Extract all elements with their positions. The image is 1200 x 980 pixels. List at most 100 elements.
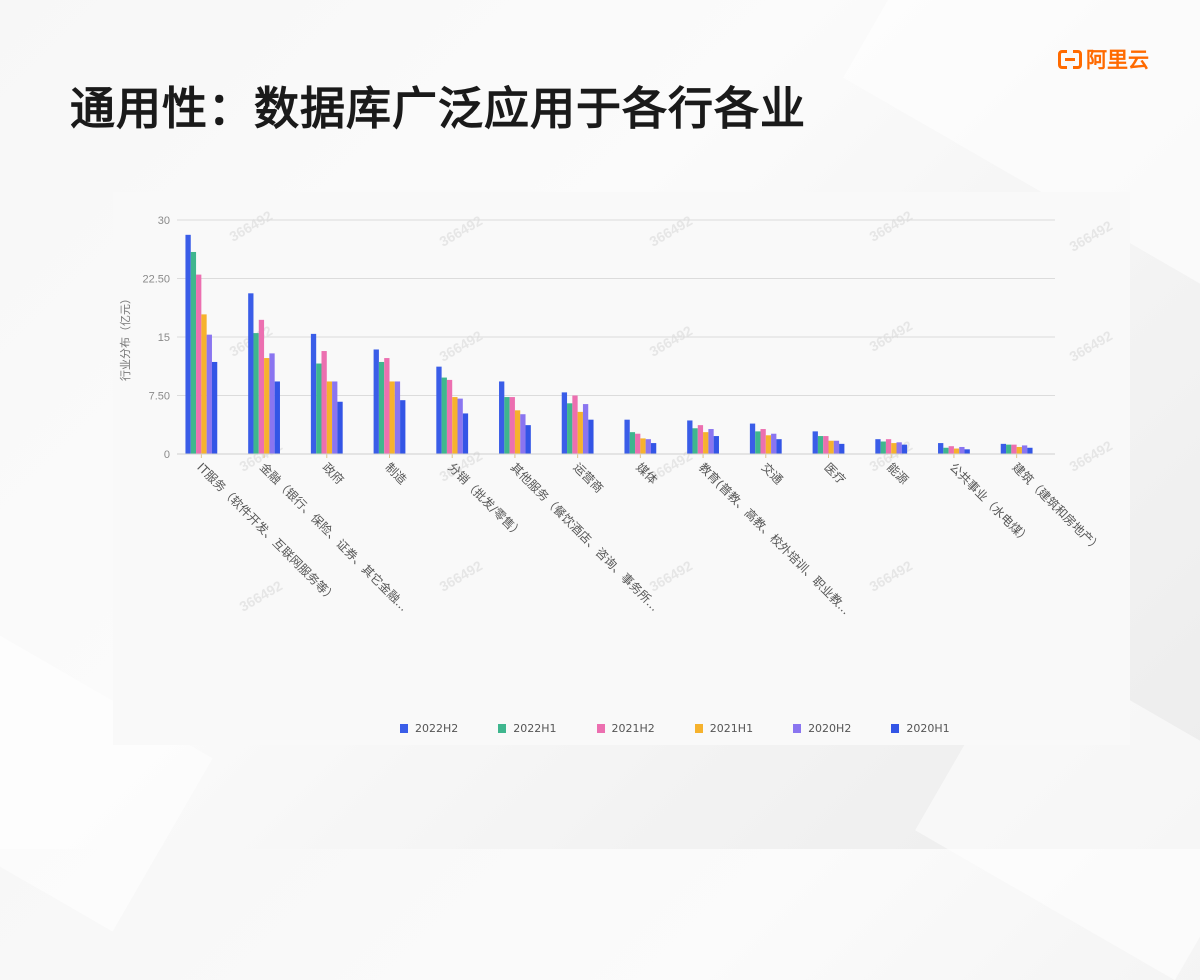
bar: [378, 361, 385, 454]
bar: [462, 413, 469, 454]
legend-item-2020h1[interactable]: 2020H1: [891, 722, 950, 735]
bar: [635, 433, 641, 454]
y-tick-label: 0: [164, 449, 170, 461]
watermark-text: 366492: [237, 577, 286, 614]
bar: [572, 395, 578, 454]
bar: [321, 351, 327, 454]
bar: [645, 439, 651, 454]
bar: [765, 435, 772, 454]
bar: [400, 400, 406, 454]
aliyun-logo: 阿里云: [1058, 44, 1149, 74]
legend-label: 2021H1: [709, 722, 754, 735]
bar: [640, 438, 646, 454]
legend-swatch: [793, 724, 802, 733]
bar: [332, 381, 338, 454]
bar: [833, 440, 840, 454]
y-tick-label: 15: [158, 332, 170, 344]
legend-swatch: [498, 724, 507, 733]
bar: [901, 444, 908, 454]
watermark-text: 366492: [647, 322, 696, 359]
legend-label: 2021H2: [611, 722, 655, 735]
bar: [201, 314, 207, 454]
watermark-text: 366492: [437, 327, 486, 364]
y-tick-label: 30: [158, 215, 170, 227]
bar: [384, 358, 390, 454]
bar: [938, 443, 944, 454]
legend-item-2021h1[interactable]: 2021H1: [694, 722, 754, 735]
bar: [749, 423, 756, 454]
bar: [274, 381, 280, 454]
bar: [577, 411, 583, 454]
bar: [896, 442, 902, 454]
logo-text: 阿里云: [1086, 48, 1149, 72]
bar: [812, 431, 818, 454]
bar: [817, 436, 824, 454]
bar: [196, 274, 202, 454]
bar: [943, 447, 949, 454]
bar: [823, 436, 829, 454]
bar: [755, 431, 761, 454]
bar: [248, 293, 254, 454]
bar: [514, 410, 521, 454]
bar: [687, 420, 693, 454]
bar: [561, 392, 568, 454]
bar: [650, 443, 657, 454]
bar: [457, 398, 463, 454]
watermark-text: 366492: [647, 557, 696, 594]
legend-item-2021h2[interactable]: 2021H2: [596, 722, 655, 735]
bar: [499, 381, 505, 454]
aliyun-logo-icon: [1058, 49, 1082, 69]
watermark-text: 366492: [1067, 327, 1116, 364]
bar: [1027, 447, 1033, 454]
x-category-label: 交通: [759, 460, 787, 488]
legend-item-2022h2[interactable]: 2022H2: [400, 722, 458, 735]
y-tick-label: 7.50: [149, 391, 170, 403]
bar: [258, 319, 265, 454]
bar: [446, 379, 453, 454]
legend-item-2022h1[interactable]: 2022H1: [498, 722, 557, 735]
bar: [760, 429, 766, 454]
page-title: 通用性：数据库广泛应用于各行各业: [70, 82, 807, 135]
legend-label: 2020H1: [906, 722, 950, 735]
bar: [264, 358, 270, 454]
bar: [964, 449, 970, 454]
bar: [436, 366, 442, 454]
bar: [1016, 446, 1022, 454]
y-tick-label: 22.50: [142, 274, 170, 286]
bar: [504, 397, 510, 454]
bar: [310, 333, 317, 454]
bar: [253, 333, 259, 454]
bar: [703, 432, 709, 454]
bar: [1011, 444, 1017, 454]
y-axis-label: 行业分布（亿元）: [119, 293, 132, 381]
watermark-text: 366492: [867, 207, 916, 244]
legend-item-2020h2[interactable]: 2020H2: [793, 722, 851, 735]
bar: [588, 419, 594, 454]
bar: [713, 436, 719, 454]
bar: [708, 429, 714, 454]
bar: [185, 234, 191, 454]
bar: [1021, 445, 1028, 454]
bar: [771, 433, 777, 454]
legend-label: 2022H2: [415, 722, 459, 735]
watermark-text: 366492: [1067, 217, 1116, 254]
legend-swatch: [596, 724, 605, 733]
bar: [953, 448, 960, 454]
bar: [697, 425, 704, 454]
chart-panel: 366492 366492 366492 366492 366492 366492 3664…: [113, 192, 1130, 745]
bar: [206, 334, 212, 454]
x-category-label: 医疗: [821, 460, 848, 487]
watermark-text: 366492: [1067, 437, 1116, 474]
x-category-label: 运营商: [571, 460, 607, 496]
bar: [211, 361, 218, 454]
legend-label: 2020H2: [808, 722, 852, 735]
watermark-text: 366492: [647, 212, 696, 249]
bar: [582, 404, 589, 454]
bar: [316, 363, 322, 454]
bar: [337, 401, 343, 454]
watermark-text: 366492: [867, 317, 916, 354]
bar: [269, 353, 275, 454]
bar: [520, 414, 526, 454]
bar: [959, 446, 965, 454]
bar: [1000, 443, 1007, 454]
